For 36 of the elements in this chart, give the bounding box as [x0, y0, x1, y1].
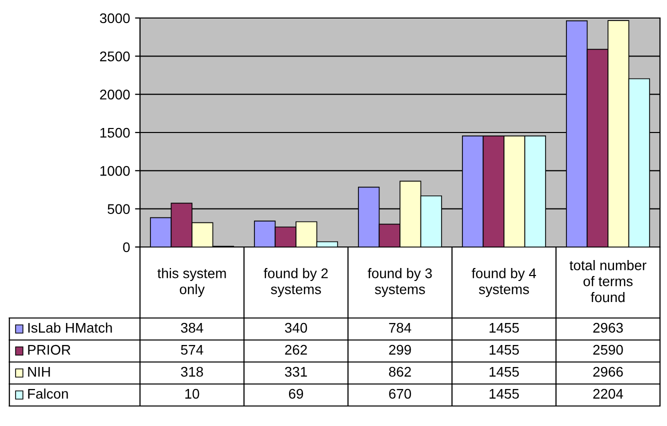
data-label: 784	[389, 322, 412, 333]
data-label: 670	[389, 388, 412, 399]
data-label: 299	[389, 344, 411, 355]
y-tick-label: 2000	[100, 90, 130, 100]
x-tick-label: found by 4 systems	[472, 268, 536, 297]
y-tick-label: 500	[108, 204, 130, 214]
data-label: 2966	[593, 366, 623, 377]
data-label: 1455	[490, 323, 519, 333]
y-tick-label: 2500	[100, 52, 130, 62]
x-tick-label: found by 2 systems	[264, 268, 328, 297]
data-label: 1455	[490, 367, 519, 377]
legend-label: NIH	[28, 367, 50, 377]
data-label: 331	[284, 366, 307, 377]
legend-label: IsLab HMatch	[28, 322, 112, 333]
data-label: 1455	[490, 389, 519, 399]
y-tick-label: 3000	[100, 13, 130, 24]
data-label: 862	[389, 366, 411, 377]
data-label: 340	[284, 322, 308, 333]
legend-label: PRIOR	[28, 344, 70, 355]
data-label: 574	[180, 345, 204, 355]
data-label: 10	[185, 388, 200, 399]
x-tick-label: total number of terms found	[570, 260, 646, 302]
data-label: 1455	[490, 345, 519, 355]
y-tick-label: 1500	[100, 128, 130, 138]
x-tick-label: this system only	[157, 268, 226, 297]
data-label: 2963	[593, 322, 623, 333]
legend-label: Falcon	[28, 388, 68, 399]
data-label: 318	[180, 366, 203, 377]
data-label: 384	[180, 322, 204, 333]
data-label: 69	[288, 388, 304, 399]
data-label: 262	[285, 344, 307, 355]
y-tick-label: 1000	[100, 166, 130, 176]
data-label: 2204	[593, 388, 624, 399]
data-label: 2590	[593, 344, 623, 355]
x-tick-label: found by 3 systems	[368, 268, 432, 297]
y-tick-label: 0	[123, 242, 130, 252]
